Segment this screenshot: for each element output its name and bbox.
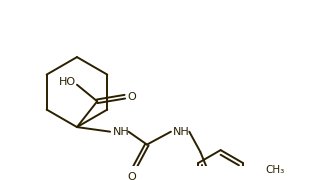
Text: O: O (128, 92, 137, 102)
Text: O: O (128, 172, 137, 180)
Text: NH: NH (113, 127, 130, 137)
Text: NH: NH (173, 127, 189, 137)
Text: HO: HO (59, 77, 76, 87)
Text: CH₃: CH₃ (265, 165, 284, 175)
